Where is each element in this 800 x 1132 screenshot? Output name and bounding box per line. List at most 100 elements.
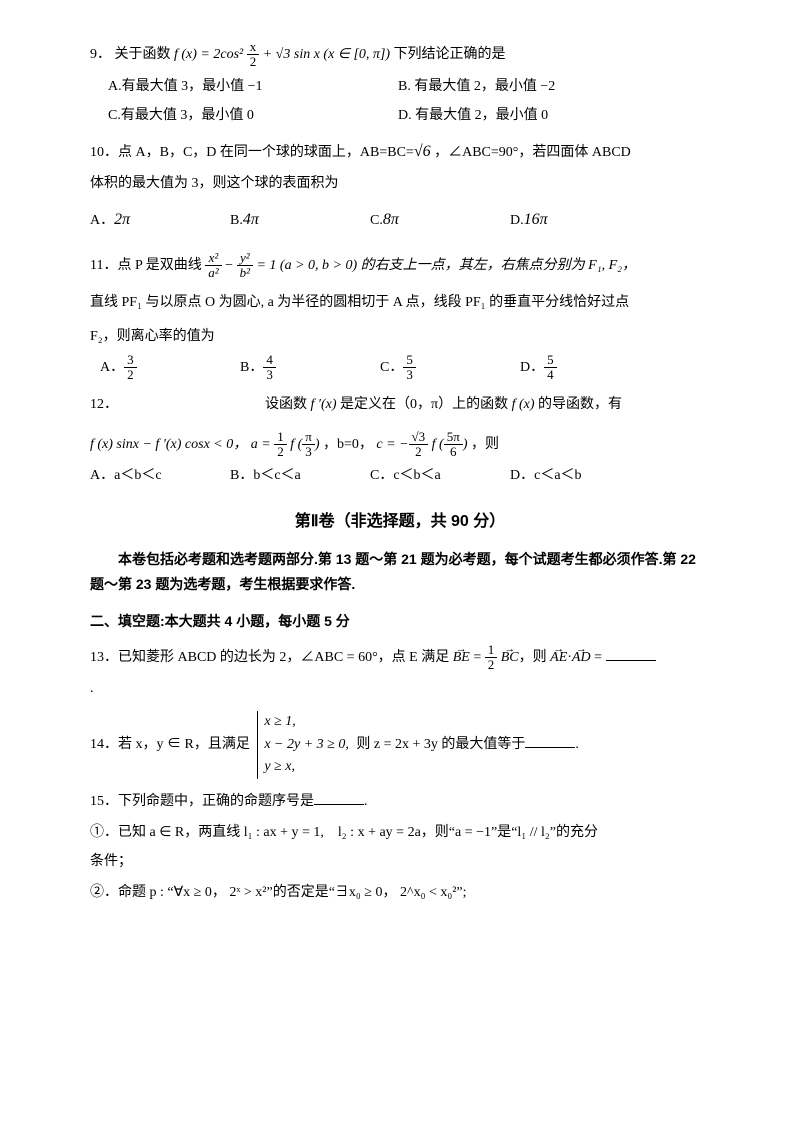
q12-cf2n: 5π <box>444 430 463 445</box>
q15-num: 15． <box>90 794 118 809</box>
q14-num: 14． <box>90 737 118 752</box>
question-12: 12． 设函数 f ′(x) 是定义在（0，π）上的函数 f (x) 的导函数，… <box>90 392 710 488</box>
q10-l1a: 点 A，B，C，D 在同一个球的球面上，AB=BC= <box>118 145 414 160</box>
q10-sqrt: √6 <box>414 143 431 160</box>
q14-line: 14．若 x，y ∈ R，且满足 x ≥ 1, x − 2y + 3 ≥ 0, … <box>90 711 710 778</box>
q14-cases: x ≥ 1, x − 2y + 3 ≥ 0, y ≥ x, <box>257 711 349 778</box>
q12-num: 12． <box>90 397 118 412</box>
q11-opt-a: A．32 <box>100 353 220 383</box>
q9-opt-a: A.有最大值 3，最小值 −1 <box>108 74 368 99</box>
q12-fp: f ′(x) <box>307 397 340 412</box>
q9-frac-n: x <box>247 40 260 55</box>
q11-dn: 5 <box>544 353 557 368</box>
q11-options: A．32 B．43 C．53 D．54 <box>100 353 710 383</box>
q14-blank <box>525 734 575 748</box>
q11-line1: 11．点 P 是双曲线 x²a² − y²b² = 1 (a > 0, b > … <box>90 251 710 281</box>
q13-v3: AE <box>550 650 567 665</box>
q15-stem: 15．下列命题中，正确的命题序号是. <box>90 789 710 814</box>
q11-b-frac: 43 <box>263 353 276 383</box>
q12-l1c: 的导函数，有 <box>538 397 622 412</box>
q13-c: = <box>591 650 606 665</box>
q12-a-fr2: π3 <box>302 430 315 460</box>
q10-opt-b: B.4π <box>230 206 350 235</box>
q13-v1: BE <box>453 650 470 665</box>
q13-fd: 2 <box>485 658 498 672</box>
q12-l1a: 设函数 <box>265 397 307 412</box>
q12-b: ，b=0， <box>323 437 373 452</box>
q15-p1a: ①．已知 a ∈ R，两直线 l₁ : ax + y = 1, l₂ : x +… <box>90 820 710 845</box>
q12-options: A．a＜b＜c B．b＜c＜a C．c＜b＜a D．c＜a＜b <box>90 463 710 488</box>
q10-d-val: 16π <box>524 211 548 228</box>
q10-c-lbl: C. <box>370 213 383 228</box>
q10-line1: 10．点 A，B，C，D 在同一个球的球面上，AB=BC=√6 ，∠ABC=90… <box>90 138 710 167</box>
q12-line2: f (x) sinx − f ′(x) cosx < 0， a = 12 f (… <box>90 430 710 460</box>
q9-mid: + √3 sin x (x ∈ [0, π]) <box>259 47 390 62</box>
q12-aend: ) <box>315 437 320 452</box>
q11-num: 11． <box>90 258 117 273</box>
q11-cn: 5 <box>403 353 416 368</box>
q13-eq: = <box>470 650 485 665</box>
q14-c2: x − 2y + 3 ≥ 0, <box>264 734 349 756</box>
q13-line: 13．已知菱形 ABCD 的边长为 2，∠ABC = 60°，点 E 满足 BE… <box>90 643 710 673</box>
q9-opt-c: C.有最大值 3，最小值 0 <box>108 103 368 128</box>
q15-blank <box>314 791 364 805</box>
q11-l1b: = 1 (a > 0, b > 0) 的右支上一点，其左，右焦点分别为 F₁, … <box>253 258 636 273</box>
q10-opt-a: A．2π <box>90 206 210 235</box>
question-11: 11．点 P 是双曲线 x²a² − y²b² = 1 (a > 0, b > … <box>90 251 710 383</box>
q12-c-fr: √32 <box>409 430 429 460</box>
q11-opt-c: C．53 <box>380 353 500 383</box>
q9-frac-d: 2 <box>247 55 260 69</box>
q11-f2d: b² <box>237 266 253 280</box>
q12-l2a: f (x) sinx − f ′(x) cosx < 0， <box>90 437 247 452</box>
q10-l1b: ，∠ABC=90°，若四面体 ABCD <box>431 145 631 160</box>
q11-frac1: x²a² <box>205 251 221 281</box>
q12-f: f (x) <box>508 397 538 412</box>
q12-afd: 2 <box>274 445 287 459</box>
q12-l1b: 是定义在（0，π）上的函数 <box>340 397 508 412</box>
q15-stem-text: 下列命题中，正确的命题序号是 <box>118 794 314 809</box>
q15-end: . <box>364 794 368 809</box>
q11-bd: 3 <box>263 368 276 382</box>
q11-ad: 2 <box>124 368 137 382</box>
q12-af2n: π <box>302 430 315 445</box>
q12-a-lbl: a = <box>251 437 274 452</box>
q12-cfd: 2 <box>409 445 429 459</box>
q11-an: 3 <box>124 353 137 368</box>
q9-post: 下列结论正确的是 <box>394 47 506 62</box>
q10-a-lbl: A． <box>90 213 114 228</box>
q12-opt-a: A．a＜b＜c <box>90 463 210 488</box>
q11-c-lbl: C． <box>380 360 403 375</box>
q9-options-row2: C.有最大值 3，最小值 0 D. 有最大值 2，最小值 0 <box>108 103 710 128</box>
section-2-instructions: 本卷包括必考题和选考题两部分.第 13 题～第 21 题为必考题，每个试题考生都… <box>90 547 710 597</box>
q14-c1: x ≥ 1, <box>264 711 349 733</box>
q11-dd: 4 <box>544 368 557 382</box>
q11-a-frac: 32 <box>124 353 137 383</box>
q14-b: 则 z = 2x + 3y 的最大值等于 <box>356 737 525 752</box>
q13-b: ，则 <box>519 650 551 665</box>
q13-v2: BC <box>501 650 519 665</box>
question-13: 13．已知菱形 ABCD 的边长为 2，∠ABC = 60°，点 E 满足 BE… <box>90 643 710 702</box>
q11-f2n: y² <box>237 251 253 266</box>
q11-d-lbl: D． <box>520 360 544 375</box>
q11-cd: 3 <box>403 368 416 382</box>
q11-line3: F₂，则离心率的值为 <box>90 324 710 349</box>
q9-pre: 关于函数 <box>115 47 171 62</box>
q12-opt-c: C．c＜b＜a <box>370 463 490 488</box>
q13-num: 13． <box>90 650 118 665</box>
q11-d-frac: 54 <box>544 353 557 383</box>
q11-c-frac: 53 <box>403 353 416 383</box>
q10-line2: 体积的最大值为 3，则这个球的表面积为 <box>90 171 710 196</box>
q11-f1d: a² <box>205 266 221 280</box>
q12-c-lbl: c = − <box>376 437 408 452</box>
q11-opt-b: B．43 <box>240 353 360 383</box>
section-2-title: 第Ⅱ卷（非选择题，共 90 分） <box>90 508 710 537</box>
q10-opt-c: C.8π <box>370 206 490 235</box>
q13-v4: AD <box>572 650 591 665</box>
q9-opt-b: B. 有最大值 2，最小值 −2 <box>398 74 555 99</box>
q9-options-row1: A.有最大值 3，最小值 −1 B. 有最大值 2，最小值 −2 <box>108 74 710 99</box>
q12-cf2d: 6 <box>444 445 463 459</box>
q11-opt-d: D．54 <box>520 353 640 383</box>
q9-num: 9． <box>90 47 111 62</box>
q12-afn: 1 <box>274 430 287 445</box>
q9-stem: 9． 关于函数 f (x) = 2cos² x2 + √3 sin x (x ∈… <box>90 40 710 70</box>
